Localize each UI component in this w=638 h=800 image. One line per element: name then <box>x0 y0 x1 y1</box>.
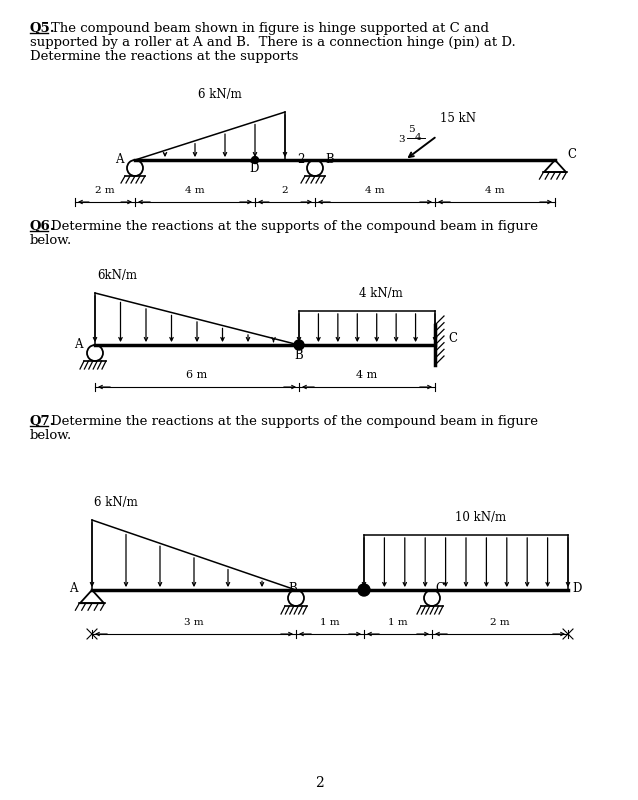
Text: C: C <box>448 332 457 345</box>
Text: A: A <box>70 582 78 595</box>
Text: Q5.: Q5. <box>30 22 56 35</box>
Text: 3: 3 <box>398 135 405 144</box>
Text: 4 m: 4 m <box>185 186 205 195</box>
Circle shape <box>251 157 258 163</box>
Text: 4: 4 <box>415 133 422 142</box>
Text: A: A <box>75 338 83 351</box>
Text: Determine the reactions at the supports of the compound beam in figure: Determine the reactions at the supports … <box>50 220 538 233</box>
Text: B: B <box>288 582 297 595</box>
Text: supported by a roller at A and B.  There is a connection hinge (pin) at D.: supported by a roller at A and B. There … <box>30 36 516 49</box>
Text: Q7.: Q7. <box>30 415 56 428</box>
Text: 6 kN/m: 6 kN/m <box>198 88 242 101</box>
Text: 6 m: 6 m <box>186 370 207 380</box>
Text: D: D <box>572 582 581 595</box>
Text: The compound beam shown in figure is hinge supported at C and: The compound beam shown in figure is hin… <box>50 22 489 35</box>
Text: 2: 2 <box>315 776 323 790</box>
Text: below.: below. <box>30 234 72 247</box>
Text: B: B <box>295 349 304 362</box>
Text: 2 m: 2 m <box>95 186 115 195</box>
Text: 4 m: 4 m <box>357 370 378 380</box>
Text: A: A <box>115 153 124 166</box>
Circle shape <box>294 340 304 350</box>
Text: 1 m: 1 m <box>320 618 340 627</box>
Text: below.: below. <box>30 429 72 442</box>
Text: 4 m: 4 m <box>485 186 505 195</box>
Text: D: D <box>249 162 258 175</box>
Text: C: C <box>567 148 576 161</box>
Text: 6kN/m: 6kN/m <box>97 269 137 282</box>
Text: 4 m: 4 m <box>365 186 385 195</box>
Text: 6 kN/m: 6 kN/m <box>94 496 138 509</box>
Text: Q6.: Q6. <box>30 220 56 233</box>
Text: 5: 5 <box>408 125 415 134</box>
Text: 3 m: 3 m <box>184 618 204 627</box>
Text: 15 kN: 15 kN <box>440 112 476 125</box>
Text: 2: 2 <box>297 153 305 166</box>
Text: 2: 2 <box>282 186 288 195</box>
Text: 2 m: 2 m <box>490 618 510 627</box>
Text: 1 m: 1 m <box>388 618 408 627</box>
Text: Determine the reactions at the supports of the compound beam in figure: Determine the reactions at the supports … <box>50 415 538 428</box>
Text: Determine the reactions at the supports: Determine the reactions at the supports <box>30 50 299 63</box>
Text: B: B <box>325 153 334 166</box>
Circle shape <box>358 584 370 596</box>
Text: 10 kN/m: 10 kN/m <box>456 511 507 524</box>
Text: 4 kN/m: 4 kN/m <box>359 287 403 300</box>
Text: C: C <box>435 582 444 595</box>
